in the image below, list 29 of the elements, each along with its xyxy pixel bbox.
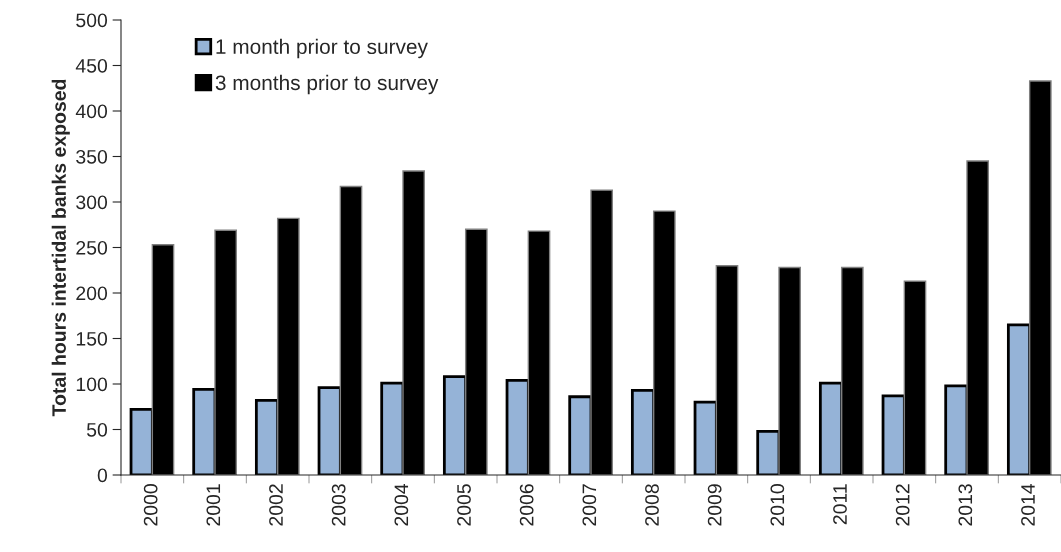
x-tick-label: 2004 xyxy=(394,483,409,526)
x-tick-label: 2007 xyxy=(582,484,597,526)
legend-label: 1 month prior to survey xyxy=(216,38,428,59)
x-tick-label: 2005 xyxy=(457,484,471,526)
x-tick-label: 2008 xyxy=(645,484,659,526)
x-tick-label: 2003 xyxy=(331,484,346,526)
y-tick-label: 150 xyxy=(76,331,108,346)
y-axis-title: Total hours intertidal banks exposed xyxy=(51,79,70,417)
x-tick-label: 2010 xyxy=(770,484,785,526)
x-tick-label: 2000 xyxy=(143,484,158,526)
x-tick-label: 2001 xyxy=(206,484,221,526)
x-tick-label: 2011 xyxy=(833,484,847,525)
x-tick-label: 2009 xyxy=(707,484,722,526)
y-tick-label: 300 xyxy=(76,195,108,210)
y-tick-label: 400 xyxy=(75,104,108,119)
x-tick-label: 2002 xyxy=(269,484,283,526)
x-tick-label: 2012 xyxy=(895,484,910,526)
y-tick-label: 350 xyxy=(76,149,108,164)
y-tick-label: 100 xyxy=(76,377,108,392)
legend-label: 3 months prior to survey xyxy=(215,74,439,95)
x-tick-label: 2014 xyxy=(1021,483,1035,526)
x-tick-label: 2006 xyxy=(519,484,534,526)
y-tick-label: 50 xyxy=(86,422,108,437)
y-tick-label: 0 xyxy=(97,468,108,483)
y-tick-label: 250 xyxy=(76,240,108,255)
y-tick-label: 200 xyxy=(76,286,108,301)
y-tick-label: 450 xyxy=(75,58,108,73)
y-tick-label: 500 xyxy=(76,13,108,28)
x-tick-label: 2013 xyxy=(958,484,973,526)
